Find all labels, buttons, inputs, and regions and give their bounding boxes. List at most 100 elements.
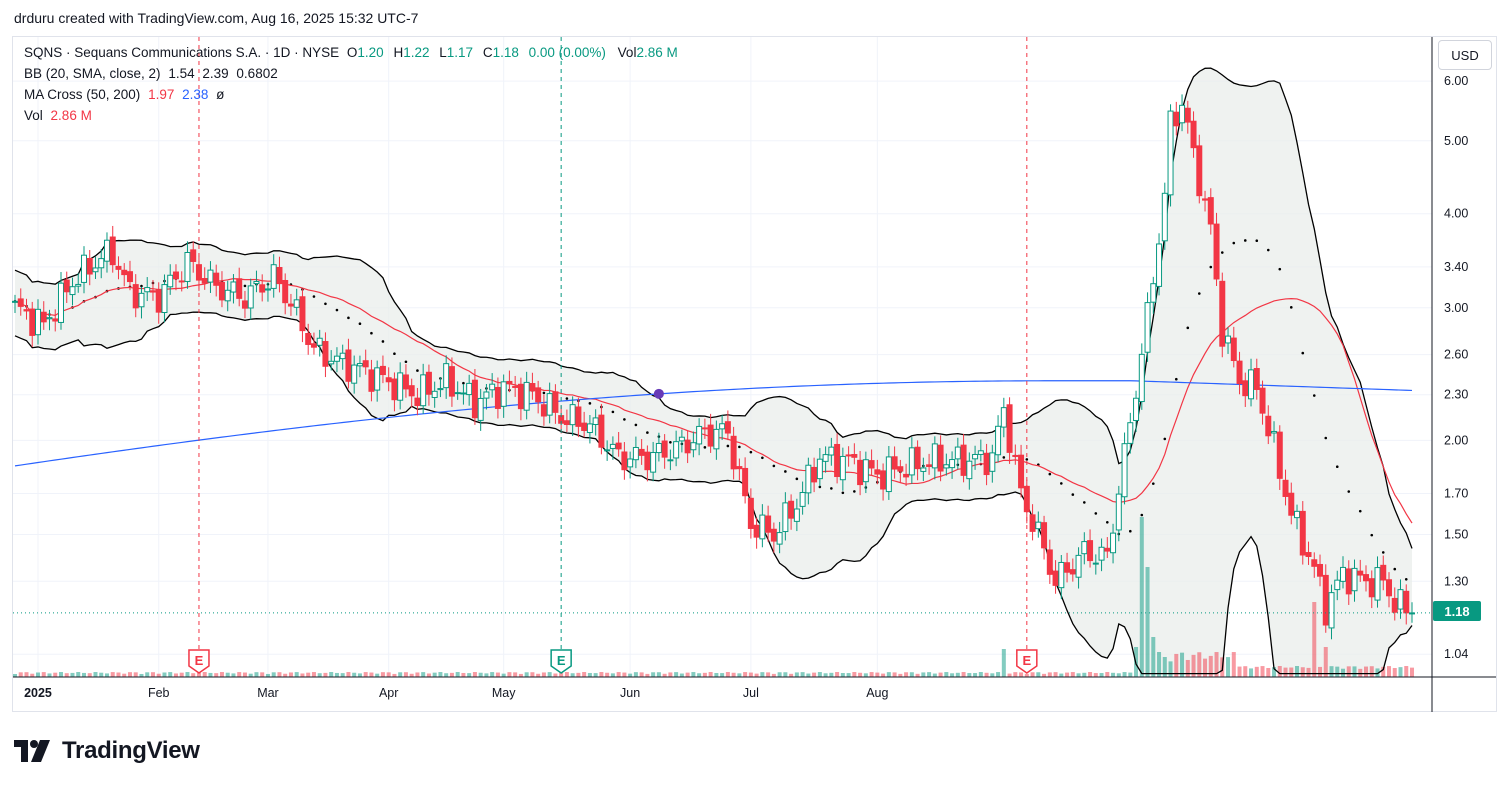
candle-body xyxy=(253,280,260,285)
candle-body xyxy=(351,364,358,384)
candle xyxy=(506,370,513,393)
candle-body xyxy=(339,352,346,360)
volume-bar xyxy=(812,672,817,677)
candle xyxy=(1190,111,1197,158)
bollinger-basis-dot xyxy=(1048,472,1052,476)
candle-body xyxy=(454,392,461,395)
volume-bar xyxy=(610,673,615,677)
bollinger-basis-dot xyxy=(1129,529,1132,533)
volume-bar xyxy=(679,673,684,677)
price-tick-label: 6.00 xyxy=(1444,74,1468,88)
candle xyxy=(638,439,645,465)
candle-body xyxy=(598,414,605,448)
candle-body xyxy=(1380,564,1387,581)
candle xyxy=(299,289,306,343)
candle xyxy=(770,522,777,553)
candle xyxy=(190,241,197,273)
chart-frame xyxy=(12,36,1497,712)
candle-body xyxy=(460,392,467,395)
candle-body xyxy=(650,452,657,473)
candle xyxy=(253,270,260,293)
volume-bar xyxy=(363,672,368,677)
candle-body xyxy=(1081,541,1088,555)
candle xyxy=(1391,587,1398,621)
tradingview-logo[interactable]: TradingView xyxy=(14,737,200,765)
volume-bar xyxy=(1260,666,1265,677)
candle-body xyxy=(713,428,720,450)
volume-bar xyxy=(127,672,132,677)
volume-bar xyxy=(829,672,834,677)
candle xyxy=(270,254,277,298)
candle-body xyxy=(1225,335,1232,344)
candle-body xyxy=(1363,574,1370,582)
candle xyxy=(730,426,737,480)
candle-body xyxy=(776,532,783,545)
volume-bar xyxy=(593,673,598,677)
candle xyxy=(1328,584,1335,640)
candle-body xyxy=(788,500,795,519)
candle xyxy=(1386,572,1393,608)
candle xyxy=(1069,558,1076,582)
candle xyxy=(443,355,450,399)
candle-body xyxy=(328,360,335,365)
volume-bar xyxy=(1053,672,1058,677)
candle xyxy=(1110,523,1117,564)
candle-body xyxy=(57,282,64,323)
legend-change: 0.00 (0.00%) xyxy=(528,45,606,60)
volume-bar xyxy=(1398,667,1403,677)
volume-bar xyxy=(93,672,98,677)
volume-bar xyxy=(685,672,690,677)
candle xyxy=(12,294,18,313)
currency-button[interactable]: USD xyxy=(1438,40,1492,70)
candle-body xyxy=(63,279,70,293)
candle xyxy=(477,388,484,431)
candle xyxy=(1052,560,1059,594)
volume-bar xyxy=(380,672,385,677)
candle-body xyxy=(414,397,421,406)
candle xyxy=(316,329,323,357)
candle xyxy=(362,349,369,375)
candle-body xyxy=(293,299,300,308)
candle xyxy=(1322,564,1329,633)
volume-bar xyxy=(484,673,489,677)
bollinger-basis-dot xyxy=(542,391,546,395)
volume-bar xyxy=(467,673,472,677)
candle-body xyxy=(684,439,691,454)
candle xyxy=(949,451,956,479)
candle xyxy=(914,440,921,481)
candle xyxy=(1213,212,1220,286)
candle-body xyxy=(167,274,174,288)
candle-body xyxy=(69,286,76,296)
bollinger-basis-dot xyxy=(1220,251,1224,254)
volume-bar xyxy=(892,672,897,677)
volume-bar xyxy=(582,672,587,677)
volume-bar xyxy=(754,673,759,677)
bollinger-basis-dot xyxy=(1393,567,1397,571)
candle xyxy=(264,282,271,302)
candle-body xyxy=(1006,404,1013,453)
candle-body xyxy=(1190,120,1197,149)
candle-body xyxy=(586,423,593,434)
candle xyxy=(822,446,829,473)
candle-body xyxy=(144,287,151,293)
volume-bar xyxy=(1111,672,1116,677)
candle xyxy=(1075,547,1082,589)
time-tick-label: Mar xyxy=(257,686,279,700)
candle xyxy=(103,232,110,273)
candle xyxy=(885,445,892,500)
candle-body xyxy=(724,421,731,434)
bollinger-basis-dot xyxy=(565,397,569,400)
volume-bar xyxy=(1093,673,1098,677)
volume-bar xyxy=(1295,666,1300,677)
candle xyxy=(615,432,622,457)
candle xyxy=(92,256,99,280)
volume-bar xyxy=(369,672,374,677)
candle xyxy=(1351,559,1358,602)
volume-bar xyxy=(1214,652,1219,677)
candle-body xyxy=(673,441,680,459)
candle xyxy=(236,267,243,307)
volume-bar xyxy=(202,672,207,677)
candle xyxy=(535,380,542,414)
volume-bar xyxy=(490,672,495,677)
